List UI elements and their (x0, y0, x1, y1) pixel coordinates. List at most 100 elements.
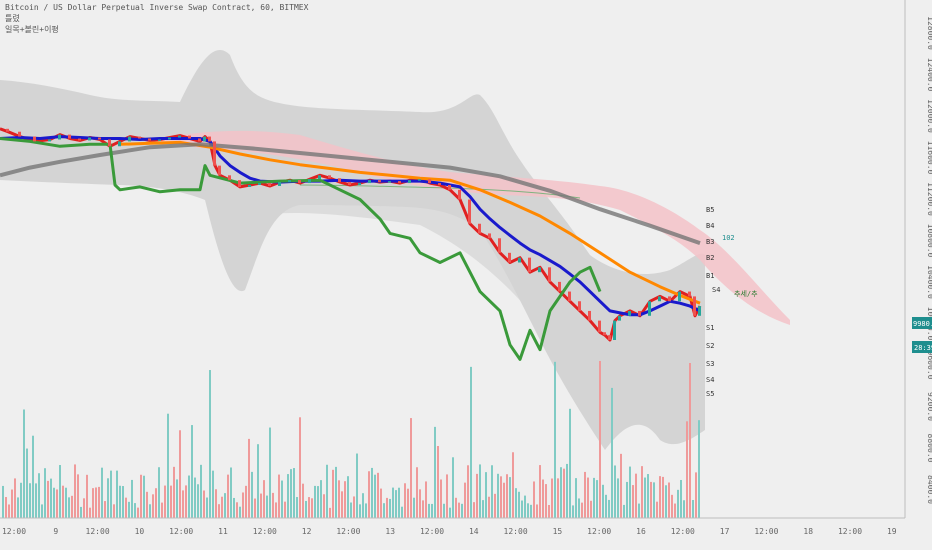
volume-bar (194, 477, 196, 518)
volume-bar (353, 496, 355, 518)
volume-bar (221, 496, 223, 518)
volume-bar (206, 497, 208, 518)
price-tick-label: 12400.0 (926, 58, 932, 92)
volume-bar (98, 486, 100, 518)
volume-bar (311, 498, 313, 518)
volume-bar (542, 479, 544, 518)
price-tick-label: 10400.0 (926, 265, 932, 299)
signal-label: B5 (706, 206, 714, 214)
volume-bar (608, 499, 610, 518)
candle (128, 136, 131, 142)
volume-bar (695, 472, 697, 518)
volume-bar (134, 503, 136, 518)
volume-bar (632, 485, 634, 518)
volume-bar (386, 497, 388, 518)
volume-bar (104, 501, 106, 518)
time-tick-label: 12:00 (86, 527, 110, 536)
volume-bar (479, 464, 481, 518)
candle (648, 301, 651, 316)
volume-bar (593, 477, 595, 518)
volume-bar (245, 485, 247, 518)
candle (268, 183, 271, 186)
indicator-label-1[interactable]: 틀렸 (5, 14, 20, 23)
candle (68, 134, 71, 139)
volume-bar (128, 501, 130, 518)
candle (288, 180, 291, 183)
volume-bar (179, 430, 181, 518)
volume-bar (26, 448, 28, 518)
volume-bar (419, 489, 421, 518)
volume-bar (422, 500, 424, 518)
time-tick-label: 17 (720, 527, 730, 536)
volume-bar (530, 504, 532, 518)
time-axis[interactable]: 12:00 9 12:00 10 12:00 11 12:00 12 12:00 13 12:00 1… (2, 527, 897, 536)
signal-label: B1 (706, 272, 714, 280)
price-tick-label: 11600.0 (926, 141, 932, 175)
candle (598, 320, 601, 333)
candle (518, 257, 521, 263)
volume-bar (557, 478, 559, 518)
volume-bar (323, 494, 325, 518)
volume-bar (656, 501, 658, 518)
volume-bar (410, 418, 412, 518)
volume-bar (272, 492, 274, 518)
volume-bar (92, 488, 94, 518)
volume-bar (185, 485, 187, 518)
volume-bar (23, 409, 25, 518)
candle (378, 180, 381, 183)
volume-bar (167, 413, 169, 518)
candle (618, 315, 621, 321)
symbol-title[interactable]: Bitcoin / US Dollar Perpetual Inverse Sw… (5, 3, 309, 12)
signal-label: S1 (706, 324, 714, 332)
volume-bar (365, 503, 367, 518)
candle (348, 182, 351, 185)
candle (368, 180, 371, 184)
time-tick-label: 12:00 (754, 527, 778, 536)
volume-bar (512, 452, 514, 518)
volume-bar (689, 363, 691, 518)
price-tick-label: 9600.0 (926, 351, 932, 380)
volume-bar (545, 484, 547, 518)
volume-bar (152, 494, 154, 518)
indicator-label-2[interactable]: 일목+볼린+이평 (5, 25, 59, 34)
volume-bar (209, 370, 211, 518)
volume-bar (533, 481, 535, 518)
volume-bar (299, 417, 301, 518)
candle (208, 136, 211, 142)
volume-bar (215, 489, 217, 518)
volume-bar (473, 502, 475, 518)
volume-bar (242, 492, 244, 518)
volume-bar (506, 474, 508, 518)
candle (98, 137, 101, 140)
volume-bar (524, 495, 526, 518)
volume-bar (470, 366, 472, 518)
candle (198, 138, 201, 142)
volume-bar (359, 504, 361, 518)
candle (188, 135, 191, 139)
volume-bar (620, 453, 622, 518)
volume-bar (2, 485, 4, 518)
candle (6, 128, 9, 132)
price-tick-label: 11200.0 (926, 182, 932, 216)
volume-bar (281, 480, 283, 518)
volume-bar (344, 481, 346, 518)
current-price-label: 9980.0 (913, 320, 932, 328)
volume-bar (590, 500, 592, 518)
volume-bar (284, 501, 286, 518)
candle (688, 291, 691, 297)
volume-bar (236, 502, 238, 518)
volume-bar (443, 503, 445, 518)
volume-bar (461, 503, 463, 518)
volume-bar (548, 505, 550, 518)
volume-bar (647, 474, 649, 518)
volume-bar (251, 471, 253, 518)
signal-label: 102 (722, 234, 735, 242)
volume-bar (398, 487, 400, 518)
time-tick-label: 12:00 (587, 527, 611, 536)
signal-label: B2 (706, 254, 714, 262)
volume-bar (389, 498, 391, 518)
volume-bar (416, 467, 418, 518)
volume-bar (308, 497, 310, 518)
candle (608, 335, 611, 340)
